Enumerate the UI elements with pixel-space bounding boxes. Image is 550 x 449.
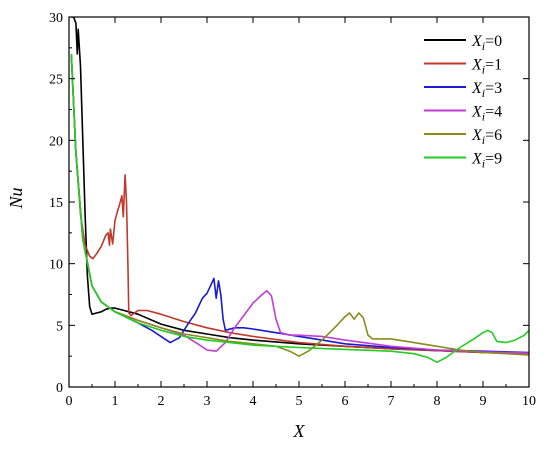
y-tick-label: 30	[49, 11, 63, 26]
series-line-1	[70, 53, 529, 355]
x-tick-label: 1	[112, 394, 119, 409]
x-tick-label: 3	[204, 394, 211, 409]
x-tick-label: 7	[388, 394, 395, 409]
ticks-layer: 0 1 2 3 4 5 6 7 8 9 10 0 5 10 15 20 25 30	[49, 11, 536, 409]
legend-label-0: Xi=0	[471, 33, 502, 53]
legend-label-4: Xi=6	[471, 127, 502, 147]
x-tick-label: 6	[342, 394, 349, 409]
y-tick-label: 0	[56, 381, 63, 396]
y-axis-title: Nu	[6, 187, 26, 209]
legend: Xi=0 Xi=1 Xi=3 Xi=4 Xi=6 Xi=9	[424, 33, 502, 171]
y-tick-label: 15	[49, 196, 63, 211]
series-line-3	[70, 53, 529, 354]
x-tick-label: 9	[480, 394, 487, 409]
plot-frame	[68, 16, 530, 388]
legend-label-5: Xi=9	[471, 151, 502, 171]
legend-label-1: Xi=1	[471, 57, 502, 77]
x-tick-label: 2	[158, 394, 165, 409]
x-tick-label: 8	[434, 394, 441, 409]
legend-label-3: Xi=4	[471, 104, 502, 124]
x-tick-label: 4	[250, 394, 257, 409]
x-tick-label: 5	[296, 394, 303, 409]
y-tick-label: 25	[49, 73, 63, 88]
y-tick-label: 5	[56, 319, 63, 334]
x-axis-title: X	[293, 421, 306, 441]
series-line-0	[71, 17, 529, 355]
series-line-5	[70, 53, 529, 364]
y-tick-label: 10	[49, 258, 63, 273]
x-tick-label: 10	[522, 394, 536, 409]
series-line-2	[70, 53, 529, 354]
y-tick-label: 20	[49, 134, 63, 149]
series-layer	[70, 17, 529, 364]
legend-label-2: Xi=3	[471, 80, 502, 100]
x-tick-label: 0	[66, 394, 73, 409]
axes-layer	[68, 16, 530, 388]
